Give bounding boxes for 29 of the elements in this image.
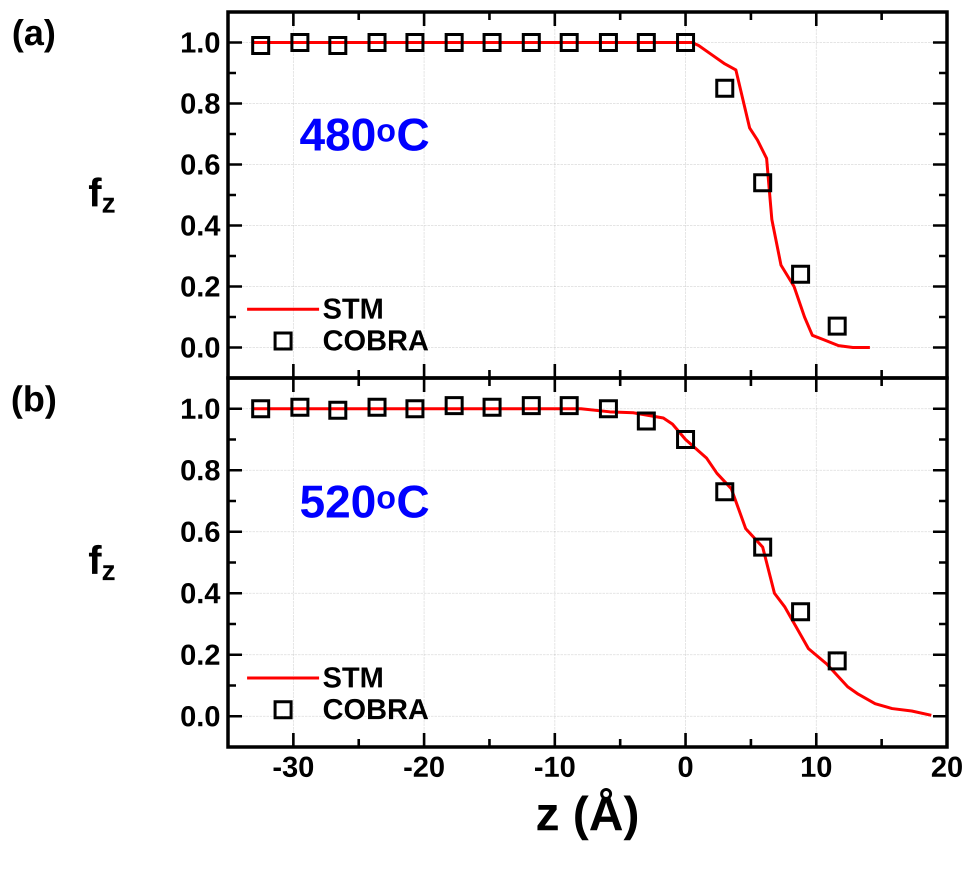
y-tick-label: 0.4 xyxy=(181,215,220,236)
y-tick-label: 0.2 xyxy=(181,276,220,297)
y-tick-label: 0.8 xyxy=(181,460,220,481)
y-tick-label: 0.0 xyxy=(181,337,220,358)
y-tick-label: 1.0 xyxy=(182,398,220,420)
x-tick-label: 0 xyxy=(678,756,692,778)
text: (b) xyxy=(12,385,56,419)
x-tick-label: -20 xyxy=(404,756,444,778)
x-tick-label: 20 xyxy=(932,756,962,778)
y-tick-label: 0.0 xyxy=(181,706,220,727)
legend-label: STM xyxy=(323,298,382,319)
text: (a) xyxy=(14,19,54,53)
legend-label: STM xyxy=(323,667,382,688)
y-tick-label: 0.6 xyxy=(181,154,220,175)
y-tick-label: 0.8 xyxy=(181,93,220,114)
y-tick-label: 0.6 xyxy=(181,521,220,542)
annotation: 480$^{o}$C xyxy=(300,118,428,151)
legend-label: COBRA xyxy=(324,698,428,720)
x-tick-label: -30 xyxy=(274,756,314,778)
y-tick-label: 0.2 xyxy=(181,644,220,666)
y-tick-label: 0.4 xyxy=(181,582,220,604)
x-tick-label: 10 xyxy=(802,756,832,778)
y-axis-title: f$_{z}$ xyxy=(88,177,115,213)
x-tick-label: -10 xyxy=(534,756,575,778)
annotation: 520$^{o}$C xyxy=(300,485,428,518)
x-axis-title: z (Å) xyxy=(537,788,638,840)
legend-label: COBRA xyxy=(324,330,428,351)
y-axis-title: f$_{z}$ xyxy=(88,544,115,580)
y-tick-label: 1.0 xyxy=(182,32,220,53)
